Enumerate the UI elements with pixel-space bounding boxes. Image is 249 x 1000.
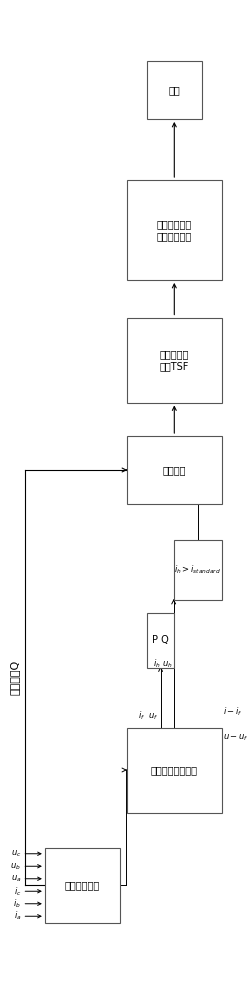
Text: 重复控制: 重复控制 — [163, 465, 186, 475]
Text: $i_h>i_{standard}$: $i_h>i_{standard}$ — [175, 564, 221, 576]
Bar — [127, 436, 222, 504]
Bar — [127, 180, 222, 280]
Bar — [147, 612, 174, 668]
Text: 无功功率Q: 无功功率Q — [10, 660, 20, 695]
Text: $u_c$: $u_c$ — [11, 848, 21, 859]
Bar — [127, 318, 222, 402]
Text: 决定投切哪
些组TSF: 决定投切哪 些组TSF — [160, 349, 189, 371]
Text: $u_b$: $u_b$ — [10, 861, 21, 871]
Text: $i_b$: $i_b$ — [13, 898, 21, 910]
Text: $i-i_f$: $i-i_f$ — [223, 705, 243, 717]
Text: 触发: 触发 — [168, 85, 180, 95]
Bar — [174, 540, 222, 600]
Bar — [147, 61, 202, 119]
Text: $i_f\ \ u_f$: $i_f\ \ u_f$ — [138, 710, 158, 722]
Text: $i_h\ u_h$: $i_h\ u_h$ — [153, 658, 173, 670]
Text: 瞬时无功功率计算: 瞬时无功功率计算 — [151, 765, 198, 775]
Text: 无功功率和导
通角的关系表: 无功功率和导 通角的关系表 — [157, 219, 192, 241]
Text: P Q: P Q — [152, 635, 169, 645]
Text: $u-u_f$: $u-u_f$ — [223, 732, 249, 743]
Bar — [45, 847, 120, 922]
Bar — [127, 728, 222, 812]
Text: 信号调理电路: 信号调理电路 — [64, 880, 100, 890]
Text: $u_a$: $u_a$ — [11, 874, 21, 884]
Text: $i_a$: $i_a$ — [14, 910, 21, 922]
Text: $i_c$: $i_c$ — [14, 885, 21, 898]
